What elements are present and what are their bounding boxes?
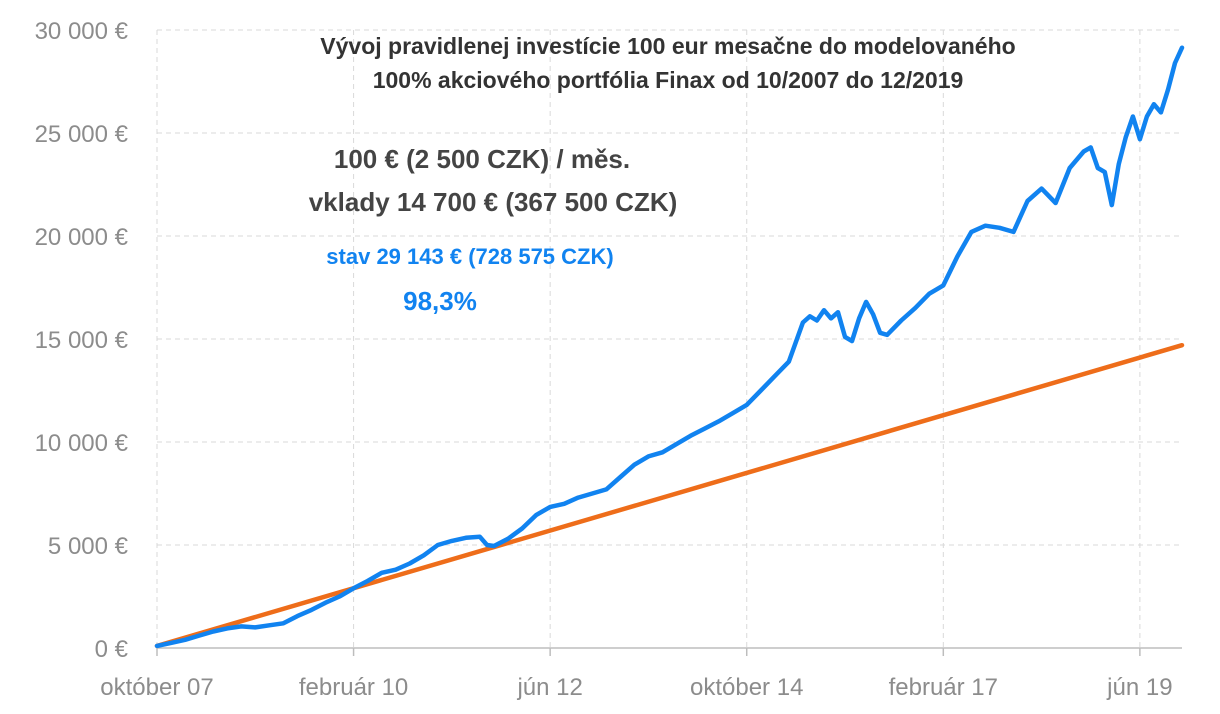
- y-tick-label: 25 000 €: [35, 121, 129, 148]
- series: [154, 45, 1185, 649]
- y-tick-label: 15 000 €: [35, 327, 129, 354]
- x-axis-ticks: október 07 február 10 jún 12 október 14 febr…: [100, 648, 1173, 701]
- y-tick-label: 30 000 €: [35, 18, 129, 45]
- y-tick-label: 10 000 €: [35, 430, 129, 457]
- chart-title: Vývoj pravidlenej investície 100 eur mes…: [320, 33, 1015, 59]
- x-tick-label: február 17: [889, 674, 998, 701]
- y-tick-label: 5 000 €: [48, 533, 129, 560]
- x-tick-label: február 10: [299, 674, 408, 701]
- annotation-monthly: 100 € (2 500 CZK) / měs.: [334, 144, 630, 174]
- x-tick-label: október 07: [100, 674, 213, 701]
- portfolio-series-line: [154, 45, 1185, 649]
- x-tick-label: jún 12: [516, 674, 582, 701]
- annotation-state: stav 29 143 € (728 575 CZK): [326, 244, 613, 269]
- x-tick-label: jún 19: [1106, 674, 1172, 701]
- deposits-series-line: [154, 342, 1185, 649]
- y-axis-ticks: 0 € 5 000 € 10 000 € 15 000 € 20 000 € 25 000…: [35, 18, 129, 663]
- y-tick-label: 0 €: [95, 636, 129, 663]
- gridlines: [156, 29, 1182, 648]
- chart-subtitle: 100% akciového portfólia Finax od 10/200…: [373, 67, 964, 93]
- annotation-deposits: vklady 14 700 € (367 500 CZK): [309, 187, 678, 217]
- y-tick-label: 20 000 €: [35, 224, 129, 251]
- annotation-return: 98,3%: [403, 286, 477, 316]
- x-tick-label: október 14: [690, 674, 803, 701]
